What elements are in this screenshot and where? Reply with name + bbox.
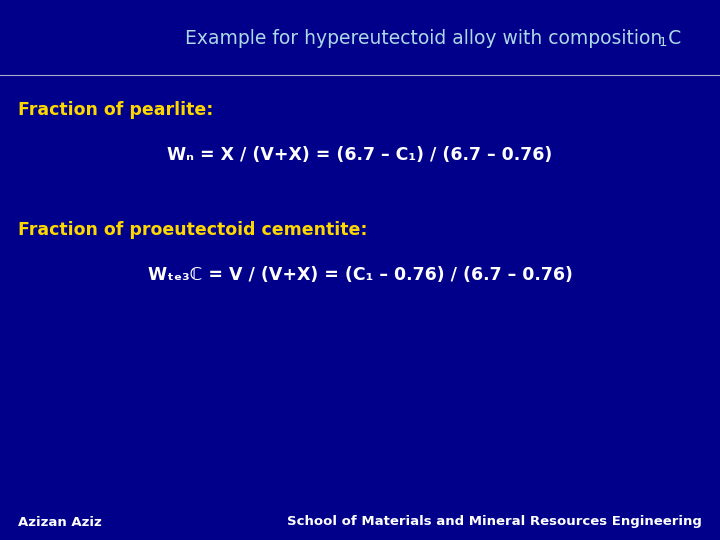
Text: Wₙ = X / (V+X) = (6.7 – C₁) / (6.7 – 0.76): Wₙ = X / (V+X) = (6.7 – C₁) / (6.7 – 0.7… <box>167 146 553 164</box>
Text: 1: 1 <box>659 36 667 49</box>
Text: Fraction of pearlite:: Fraction of pearlite: <box>18 101 213 119</box>
Text: Wₜₑ₃ℂ = V / (V+X) = (C₁ – 0.76) / (6.7 – 0.76): Wₜₑ₃ℂ = V / (V+X) = (C₁ – 0.76) / (6.7 –… <box>148 266 572 284</box>
Text: School of Materials and Mineral Resources Engineering: School of Materials and Mineral Resource… <box>287 516 702 529</box>
Text: Example for hypereutectoid alloy with composition C: Example for hypereutectoid alloy with co… <box>185 29 681 48</box>
Text: Azizan Aziz: Azizan Aziz <box>18 516 102 529</box>
Text: Fraction of proeutectoid cementite:: Fraction of proeutectoid cementite: <box>18 221 367 239</box>
